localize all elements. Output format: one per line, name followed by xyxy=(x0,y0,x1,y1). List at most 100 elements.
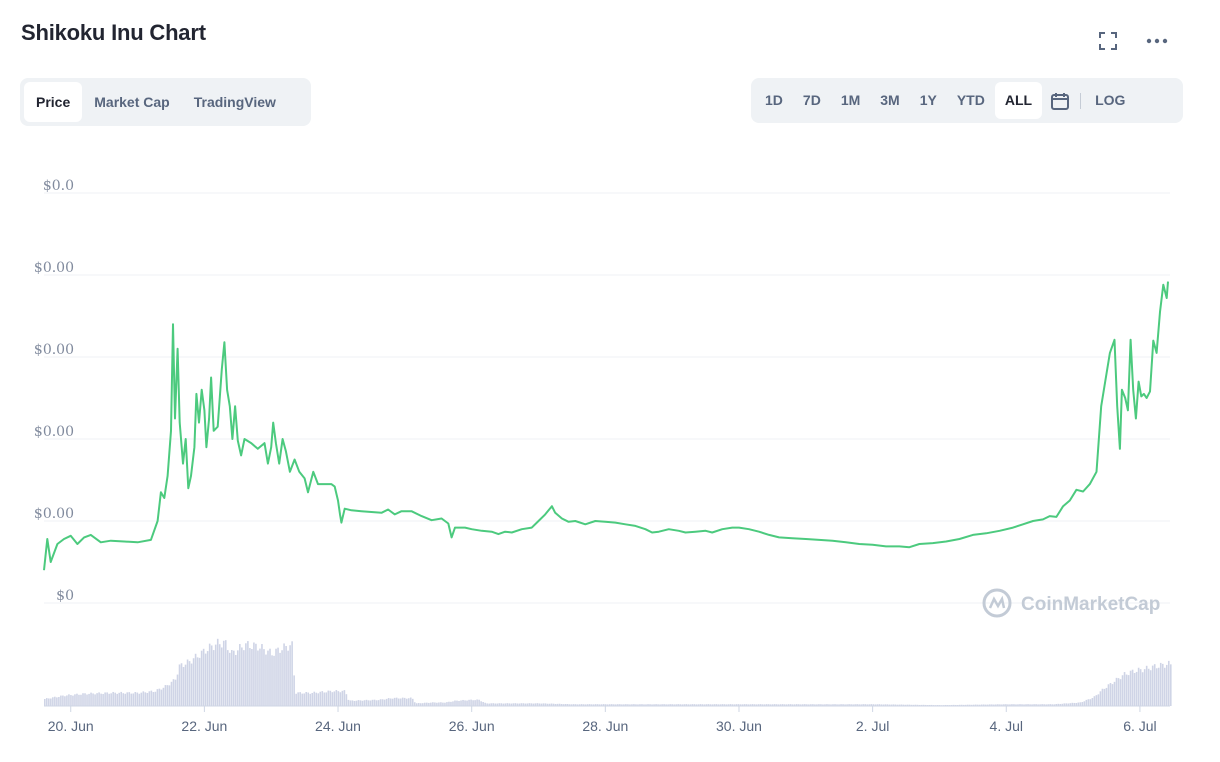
volume-bar xyxy=(70,695,72,706)
range-1y[interactable]: 1Y xyxy=(919,92,937,108)
volume-bar xyxy=(1011,704,1013,706)
volume-bar xyxy=(259,648,261,706)
fullscreen-icon[interactable] xyxy=(1095,28,1121,54)
volume-bar xyxy=(735,704,738,706)
volume-bar xyxy=(1139,669,1142,706)
volume-bar xyxy=(184,664,187,706)
volume-bar xyxy=(1013,704,1015,706)
volume-bar xyxy=(409,697,412,706)
volume-bar xyxy=(844,704,846,706)
volume-bar xyxy=(295,693,297,706)
tab-price[interactable]: Price xyxy=(24,82,83,122)
volume-bar xyxy=(1161,663,1164,706)
x-tick-label: 28. Jun xyxy=(582,718,628,734)
range-all[interactable]: ALL xyxy=(994,82,1043,119)
volume-bar xyxy=(72,695,74,706)
volume-bar xyxy=(639,704,641,706)
volume-bar xyxy=(66,695,68,706)
volume-bar xyxy=(673,704,675,706)
volume-bar xyxy=(349,700,352,706)
volume-bar xyxy=(170,681,173,706)
volume-bar xyxy=(424,702,426,706)
volume-bar xyxy=(1007,704,1009,706)
volume-bar xyxy=(562,704,565,706)
volume-bar xyxy=(592,704,595,706)
volume-bar xyxy=(995,704,997,706)
volume-bar xyxy=(665,704,667,706)
volume-bar xyxy=(697,704,700,706)
volume-bar xyxy=(442,702,444,706)
volume-bar xyxy=(1049,704,1051,706)
volume-bar xyxy=(596,704,599,706)
volume-bar xyxy=(944,704,947,706)
more-horizontal-icon[interactable] xyxy=(1144,28,1170,54)
volume-bar xyxy=(669,704,671,706)
volume-bar xyxy=(235,654,237,706)
volume-bar xyxy=(237,650,239,706)
volume-bar xyxy=(218,644,221,706)
x-tick-label: 4. Jul xyxy=(990,718,1023,734)
volume-bar xyxy=(146,692,149,706)
volume-bar xyxy=(325,692,328,706)
volume-bar xyxy=(323,692,326,706)
volume-bar xyxy=(116,693,118,706)
calendar-icon[interactable] xyxy=(1042,82,1078,119)
volume-bar xyxy=(856,704,858,706)
volume-bar xyxy=(912,704,915,706)
volume-bar xyxy=(112,691,114,706)
range-ytd[interactable]: YTD xyxy=(956,92,985,108)
volume-bar xyxy=(1051,704,1053,706)
volume-bar xyxy=(313,691,316,706)
volume-bar xyxy=(970,704,973,706)
volume-bar xyxy=(516,703,519,706)
volume-bar xyxy=(450,701,452,706)
volume-bar xyxy=(954,704,957,706)
volume-bar xyxy=(261,644,263,706)
volume-bar xyxy=(365,699,368,706)
volume-bar xyxy=(152,692,155,706)
volume-bar xyxy=(540,703,543,706)
volume-bar xyxy=(822,704,824,706)
volume-bar xyxy=(460,700,462,706)
volume-bar xyxy=(804,704,806,706)
volume-bar xyxy=(291,641,293,706)
volume-bar xyxy=(645,704,647,706)
volume-bar xyxy=(1121,675,1124,706)
volume-bar xyxy=(653,704,655,706)
volume-bar xyxy=(367,700,370,706)
volume-bar xyxy=(729,704,732,706)
volume-bar xyxy=(681,704,683,706)
volume-bar xyxy=(239,644,241,706)
volume-bar xyxy=(102,693,104,706)
chart-type-tabs: Price Market Cap TradingView xyxy=(20,78,311,126)
volume-bar xyxy=(1131,669,1134,706)
volume-bar xyxy=(277,647,279,706)
volume-bar xyxy=(484,702,486,706)
tab-tradingview[interactable]: TradingView xyxy=(193,94,276,110)
volume-bar xyxy=(773,704,776,706)
volume-bar xyxy=(796,704,798,706)
volume-bar xyxy=(385,698,388,706)
volume-bar xyxy=(1093,696,1096,706)
volume-bar xyxy=(1170,664,1172,706)
volume-bar xyxy=(663,704,665,706)
range-1m[interactable]: 1M xyxy=(840,92,861,108)
range-1d[interactable]: 1D xyxy=(765,92,783,108)
volume-bar xyxy=(548,703,551,706)
log-scale-toggle[interactable]: LOG xyxy=(1095,92,1126,108)
volume-bar xyxy=(793,704,796,706)
volume-bar xyxy=(816,704,818,706)
range-3m[interactable]: 3M xyxy=(880,92,900,108)
volume-bar xyxy=(1087,699,1090,706)
range-7d[interactable]: 7D xyxy=(802,92,821,108)
volume-bar xyxy=(834,704,836,706)
volume-bar xyxy=(812,704,814,706)
tab-market-cap[interactable]: Market Cap xyxy=(94,94,170,110)
volume-bar xyxy=(775,704,778,706)
volume-bar xyxy=(265,654,267,706)
volume-bar xyxy=(82,693,84,706)
volume-bar xyxy=(428,702,430,706)
x-tick-label: 30. Jun xyxy=(716,718,762,734)
volume-bar xyxy=(621,704,623,706)
volume-bar xyxy=(64,696,66,706)
